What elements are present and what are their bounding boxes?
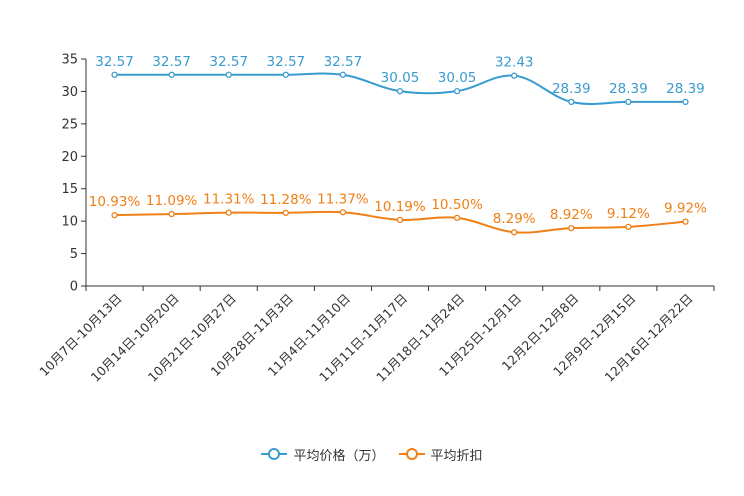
- data-label: 11.09%: [146, 193, 198, 209]
- data-point: [453, 214, 461, 222]
- data-label: 28.39: [609, 81, 648, 97]
- data-point: [396, 216, 404, 224]
- data-label: 28.39: [666, 81, 705, 97]
- data-point: [282, 71, 289, 78]
- data-label: 32.57: [324, 54, 363, 70]
- legend-marker-icon: [261, 447, 288, 461]
- y-tick-label: 35: [61, 53, 78, 68]
- y-tick-label: 5: [70, 247, 78, 262]
- data-point: [111, 71, 118, 78]
- data-label: 9.12%: [607, 206, 650, 222]
- legend-marker-icon: [398, 447, 425, 461]
- data-point: [625, 98, 632, 106]
- data-label: 28.39: [552, 81, 591, 97]
- data-label: 9.92%: [664, 201, 707, 217]
- y-tick-label: 30: [61, 85, 78, 100]
- chart-series: 32.57 32.57 32.57 32.57 32.57 30.05 30.05 32.43…: [89, 54, 707, 236]
- data-point: [511, 72, 518, 79]
- y-tick-label: 25: [61, 117, 78, 132]
- data-point: [568, 224, 575, 232]
- data-point: [511, 229, 518, 236]
- data-label: 30.05: [381, 70, 420, 86]
- data-label: 32.43: [495, 55, 534, 71]
- y-tick-label: 10: [61, 215, 78, 230]
- data-label: 30.05: [438, 70, 477, 86]
- legend-item-average-price[interactable]: 平均价格（万）: [261, 445, 385, 464]
- chart-legend: 平均价格（万） 平均折扣: [0, 444, 744, 464]
- legend-item-average-discount[interactable]: 平均折扣: [398, 445, 483, 464]
- data-point: [625, 223, 632, 231]
- data-label: 11.28%: [260, 192, 312, 208]
- data-point: [568, 98, 575, 106]
- data-label: 8.29%: [493, 211, 536, 227]
- y-tick-label: 15: [61, 182, 78, 197]
- legend-label-average-price: 平均价格（万）: [293, 448, 385, 464]
- legend-label-average-discount: 平均折扣: [430, 448, 483, 464]
- data-point: [339, 209, 347, 216]
- series-average-price: 32.57 32.57 32.57 32.57 32.57 30.05 30.05 32.43…: [95, 54, 705, 106]
- data-point: [225, 209, 232, 216]
- data-point: [339, 71, 347, 78]
- data-label: 8.92%: [550, 207, 593, 223]
- data-point: [111, 211, 118, 219]
- data-point: [682, 98, 689, 106]
- data-point: [453, 87, 461, 95]
- data-label: 11.37%: [317, 191, 369, 207]
- data-label: 32.57: [95, 54, 134, 70]
- data-point: [168, 210, 175, 218]
- data-label: 11.31%: [203, 192, 255, 208]
- data-point: [225, 71, 232, 78]
- data-point: [396, 87, 404, 95]
- data-point: [682, 218, 689, 225]
- y-tick-label: 0: [70, 280, 78, 295]
- data-label: 10.19%: [374, 199, 426, 215]
- series-average-discount: 10.93% 11.09% 11.31% 11.28% 11.37% 10.19% 10.5…: [89, 191, 707, 236]
- data-label: 32.57: [209, 54, 248, 70]
- data-label: 10.93%: [89, 194, 141, 210]
- data-label: 32.57: [266, 54, 305, 70]
- y-tick-label: 20: [61, 150, 78, 165]
- data-point: [168, 71, 175, 78]
- data-label: 32.57: [152, 54, 191, 70]
- data-label: 10.50%: [431, 197, 483, 213]
- data-point: [282, 209, 289, 216]
